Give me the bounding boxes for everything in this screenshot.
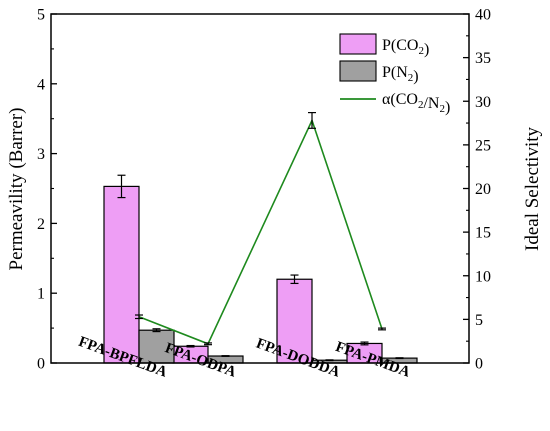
legend-swatch-1 (339, 60, 377, 82)
right-tick-label: 30 (475, 94, 491, 111)
y-axis-title-left: Permeavility (Barrer) (6, 107, 27, 270)
right-tick-label: 35 (475, 50, 491, 67)
right-tick-label: 5 (475, 312, 483, 329)
left-axis-ticks: 0 1 2 3 4 5 (37, 7, 57, 373)
legend: P(CO2) P(N2) α(CO2/N2) (339, 33, 450, 116)
legend-swatch-0 (339, 33, 377, 55)
selectivity-line (138, 118, 383, 345)
left-tick-label: 3 (37, 146, 45, 163)
right-tick-label: 40 (475, 7, 491, 24)
left-tick-label: 1 (37, 286, 45, 303)
selectivity-line-layer (135, 111, 386, 346)
right-axis-ticks: 0 5 10 15 20 25 30 35 40 (463, 7, 491, 373)
right-tick-label: 10 (475, 268, 491, 285)
bar-co2-0 (103, 185, 140, 364)
left-tick-label: 4 (37, 76, 45, 93)
bars-layer (103, 174, 418, 364)
y-axis-title-right: Ideal Selectivity (522, 127, 543, 251)
left-tick-label: 5 (37, 7, 45, 24)
legend-label-2: α(CO2/N2) (382, 91, 450, 116)
legend-label-0: P(CO2) (382, 37, 429, 58)
right-tick-label: 25 (475, 137, 491, 154)
right-tick-label: 20 (475, 181, 491, 198)
legend-label-1: P(N2) (382, 64, 419, 85)
right-tick-label: 0 (475, 356, 483, 373)
right-tick-label: 15 (475, 225, 491, 242)
left-tick-label: 2 (37, 216, 45, 233)
left-tick-label: 0 (37, 356, 45, 373)
